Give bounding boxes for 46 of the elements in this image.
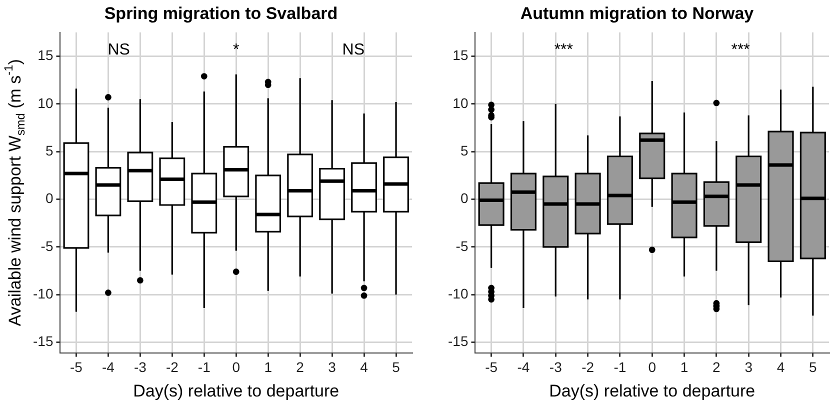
chart-title: Autumn migration to Norway [520, 4, 754, 23]
y-tick-label: -10 [448, 285, 468, 302]
x-tick-label: 3 [328, 359, 336, 376]
y-tick-label: -5 [456, 238, 468, 254]
x-tick-label: -1 [614, 359, 626, 376]
x-tick-label: 5 [392, 359, 400, 376]
annotation: *** [554, 41, 574, 58]
x-axis-title: Day(s) relative to departure [549, 381, 756, 400]
x-tick-label: 1 [680, 359, 688, 376]
annotation: NS [108, 41, 130, 58]
y-tick-label: 10 [452, 94, 468, 111]
annotation: * [233, 41, 240, 58]
x-tick-label: -5 [485, 359, 498, 376]
y-tick-label: 5 [45, 142, 54, 158]
y-tick-label: -10 [33, 285, 54, 302]
x-tick-label: -2 [582, 359, 594, 376]
x-tick-label: 2 [712, 359, 721, 376]
y-tick-label: 15 [452, 47, 468, 64]
x-tick-label: 4 [776, 359, 785, 376]
y-tick-label: 10 [38, 94, 54, 111]
x-tick-label: 3 [744, 359, 753, 376]
x-tick-label: -3 [549, 359, 562, 376]
x-tick-label: -3 [134, 359, 147, 376]
y-tick-label: -5 [40, 238, 54, 254]
y-tick-label: 0 [45, 190, 54, 206]
x-tick-label: 5 [809, 359, 818, 376]
x-tick-label: -5 [70, 359, 83, 376]
x-tick-label: 1 [264, 359, 272, 376]
y-tick-label: -15 [448, 333, 468, 350]
y-tick-label: 15 [38, 47, 54, 64]
x-tick-label: 0 [648, 359, 656, 376]
annotation: *** [731, 41, 750, 58]
x-tick-label: 0 [232, 359, 240, 376]
y-tick-label: -15 [33, 333, 54, 350]
x-axis-title: Day(s) relative to departure [133, 381, 340, 400]
x-tick-label: -4 [517, 359, 530, 376]
x-tick-label: 4 [360, 359, 368, 376]
annotation: NS [342, 41, 364, 58]
x-tick-label: -2 [166, 359, 179, 376]
y-tick-label: 0 [460, 190, 468, 206]
y-axis-title: Available wind support Wsmd (m s-1) [1, 59, 28, 326]
x-tick-label: -1 [198, 359, 211, 376]
y-tick-label: 5 [460, 142, 468, 158]
x-tick-label: -4 [102, 359, 115, 376]
x-tick-label: 2 [296, 359, 304, 376]
chart-title: Spring migration to Svalbard [104, 4, 338, 23]
